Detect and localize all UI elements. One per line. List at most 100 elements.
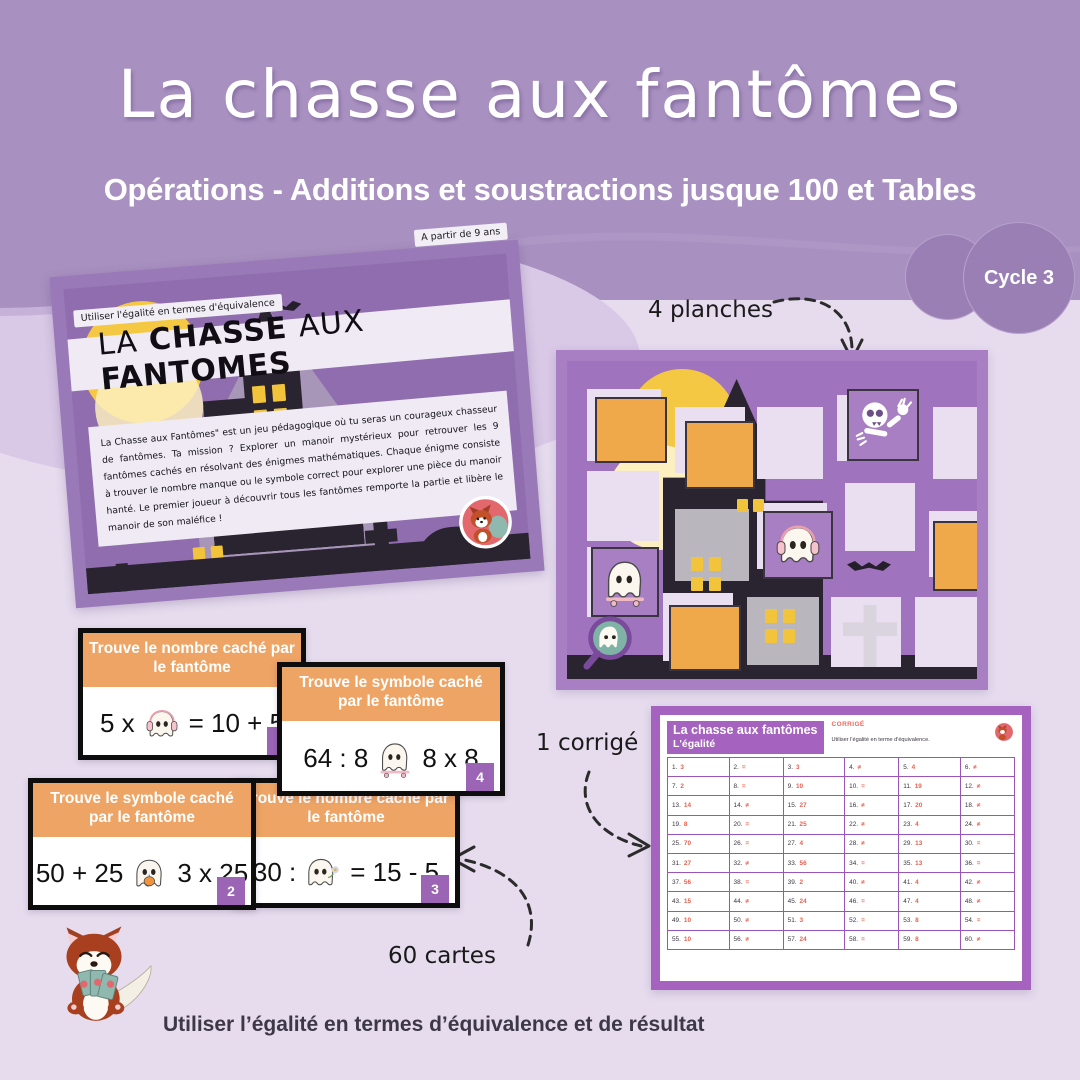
corrige-cell-answer: =	[976, 859, 981, 867]
corrige-cell-answer: 25	[799, 821, 807, 829]
corrige-cell-answer: 20	[915, 801, 923, 809]
ghost-skateboard-icon	[606, 561, 644, 607]
corrige-cell-number: 37.	[672, 878, 681, 886]
question-card-1[interactable]: Trouve le nombre caché par le fantôme 5 …	[78, 628, 306, 760]
expression-left: 50 + 25	[35, 858, 124, 889]
board-tile-orange[interactable]	[669, 605, 741, 671]
corrige-cell-number: 8.	[733, 782, 739, 790]
corrige-cell: 9. 10	[782, 776, 846, 797]
board-house-window	[765, 609, 777, 623]
cycle-badge: Cycle 3	[905, 222, 1080, 334]
corrige-cell: 28. ≠	[844, 833, 900, 854]
corrige-cell-number: 44.	[733, 897, 743, 905]
corrige-cell-answer: 27	[683, 859, 691, 867]
board-house-window	[783, 629, 795, 643]
corrige-cell-number: 47.	[903, 897, 913, 905]
corrige-title: La chasse aux fantômes	[673, 723, 818, 737]
corrige-cell: 7. 2	[667, 776, 730, 797]
table-row: 37. 56 38. = 39. 2 40. ≠ 41. 4 42. ≠	[667, 872, 1016, 893]
corrige-cell-number: 29.	[903, 840, 913, 848]
question-card-heading: Trouve le nombre caché par le fantôme	[83, 633, 301, 687]
ghost-flower-icon	[308, 858, 340, 886]
corrige-cell: 32. ≠	[728, 852, 784, 874]
board-tile-orange[interactable]	[933, 521, 977, 591]
corrige-cell-number: 1.	[672, 763, 678, 771]
corrige-cell: 58. =	[844, 929, 900, 950]
corrige-cell: 27. 4	[782, 833, 846, 854]
corrige-cell-answer: 19	[914, 782, 922, 790]
corrige-cell: 22. ≠	[844, 814, 900, 835]
corrige-cell-answer: 10	[795, 782, 804, 790]
corrige-cell-number: 57.	[787, 936, 797, 944]
board-card-ghost-headphones[interactable]	[763, 511, 833, 579]
corrige-cell-number: 35.	[903, 859, 913, 867]
footer-objective-text: Utiliser l’égalité en termes d’équivalen…	[163, 1013, 705, 1036]
corrige-cell-number: 30.	[964, 840, 974, 848]
corrige-answers-table: 1. 3 2. = 3. 3 4. ≠ 5. 4 6. ≠ 7. 2 8. = 9. 10 10. = 11. 19 12.…	[667, 756, 1016, 950]
corrige-cell-answer: 10	[683, 936, 691, 944]
corrige-cell-number: 9.	[787, 782, 793, 790]
skeleton-icon	[855, 397, 913, 446]
ghost-pumpkin-icon	[136, 859, 162, 887]
footer-fox-mascot-icon	[66, 926, 152, 1021]
corrige-cell: 6. ≠	[959, 756, 1016, 778]
board-house-window	[753, 499, 764, 512]
brand-fox-logo-icon	[993, 721, 1015, 743]
corrige-cell: 13. 14	[667, 795, 730, 816]
corrige-cell: 56. ≠	[728, 929, 784, 950]
corrige-cell-number: 56.	[733, 936, 743, 944]
corrige-cell: 59. 8	[898, 929, 961, 950]
corrige-cell-number: 43.	[672, 897, 681, 905]
question-card-body: 5 x = 10 + 5 1	[83, 687, 301, 761]
corrige-cell-answer: ≠	[745, 917, 749, 925]
table-row: 31. 27 32. ≠ 33. 56 34. = 35. 13 36. =	[667, 852, 1016, 874]
corrige-cell-number: 18.	[964, 801, 974, 809]
question-card-4[interactable]: Trouve le symbole caché par le fantôme 6…	[277, 662, 505, 796]
corrige-cell-number: 53.	[903, 917, 913, 925]
corrige-cell-answer: =	[861, 897, 865, 905]
annotation-corrige: 1 corrigé	[536, 730, 639, 756]
board-tile	[587, 471, 659, 541]
corrige-cell: 52. =	[844, 910, 900, 931]
game-board-planche	[556, 350, 988, 690]
question-card-3[interactable]: Trouve le nombre caché par le fantôme 30…	[232, 778, 460, 908]
corrige-note: Utiliser l'égalité en terme d'équivalenc…	[831, 737, 930, 743]
board-card-ghost-skateboard[interactable]	[591, 547, 659, 617]
corrige-cell-answer: 4	[799, 840, 804, 848]
corrige-cell-number: 51.	[787, 917, 797, 925]
corrige-cell-number: 20.	[733, 821, 743, 829]
corrige-cell: 5. 4	[898, 756, 961, 778]
corrige-cell-number: 45.	[787, 897, 797, 905]
corrige-cell-number: 50.	[733, 917, 743, 925]
table-row: 25. 70 26. = 27. 4 28. ≠ 29. 13 30. =	[667, 833, 1016, 854]
board-house-window	[691, 577, 703, 591]
board-tile-orange[interactable]	[685, 421, 755, 489]
corrige-cell-answer: ≠	[976, 897, 981, 905]
board-house-window	[709, 577, 721, 591]
corrige-cell-number: 14.	[733, 801, 743, 809]
corrige-cell: 47. 4	[898, 891, 961, 912]
board-card-skeleton[interactable]	[847, 389, 919, 461]
corrige-cell: 60. ≠	[959, 929, 1016, 950]
house-window	[251, 385, 267, 404]
corrige-cell-number: 38.	[733, 878, 743, 886]
corrige-cell: 43. 15	[667, 891, 730, 912]
corrige-cell-number: 25.	[672, 840, 681, 848]
corrige-cell-answer: 70	[683, 840, 691, 848]
corrige-cell: 19. 8	[667, 814, 730, 835]
board-house-window	[765, 629, 777, 643]
board-tile-orange[interactable]	[595, 397, 667, 463]
table-row: 55. 10 56. ≠ 57. 24 58. = 59. 8 60. ≠	[667, 929, 1016, 950]
corrige-cell-number: 23.	[903, 821, 913, 829]
corrige-cell: 10. =	[844, 776, 900, 797]
corrige-cell-answer: 3	[799, 917, 804, 925]
board-tile	[831, 597, 901, 667]
card-number-badge: 4	[466, 762, 494, 791]
corrige-cell-answer: ≠	[745, 936, 749, 944]
corrige-cell: 31. 27	[667, 852, 730, 874]
corrige-cell-answer: =	[861, 782, 865, 790]
corrige-cell-answer: =	[745, 878, 750, 886]
question-card-2[interactable]: Trouve le symbole caché par le fantôme 5…	[28, 778, 256, 910]
corrige-cell-number: 40.	[849, 878, 859, 886]
corrige-cell-answer: =	[745, 821, 750, 829]
